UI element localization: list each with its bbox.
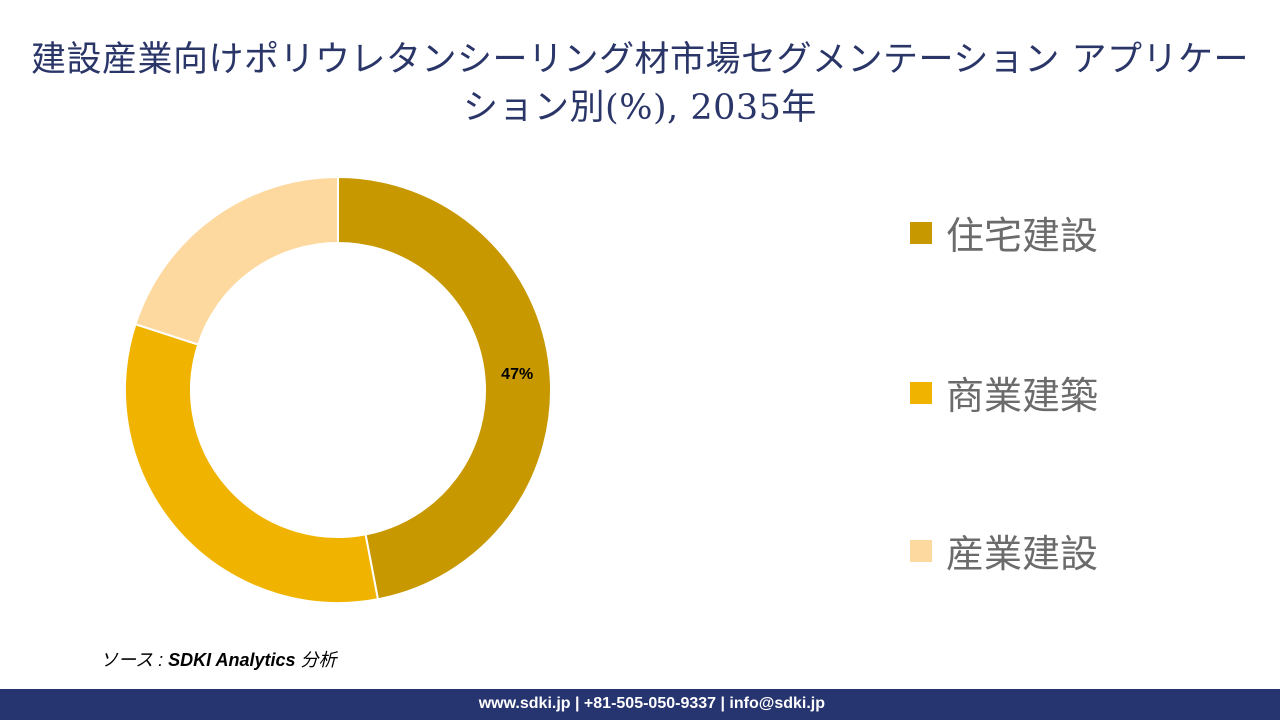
legend-label: 住宅建設 — [946, 214, 1099, 258]
legend-label: 産業建設 — [946, 532, 1099, 576]
legend-swatch — [910, 221, 932, 244]
legend-item-residential: 住宅建設 — [910, 205, 1098, 260]
donut-slice-2 — [134, 175, 339, 346]
footer-contact: www.sdki.jp | +81-505-050-9337 | info@sd… — [478, 695, 825, 712]
legend-label: 商業建築 — [946, 374, 1099, 418]
donut-slice-0 — [337, 175, 552, 601]
donut-chart: 47% — [124, 175, 552, 604]
legend-swatch — [910, 539, 932, 562]
legend-item-commercial: 商業建築 — [910, 365, 1098, 420]
source-prefix: ソース : — [100, 650, 169, 670]
source-note: ソース : SDKI Analytics 分析 — [100, 646, 337, 672]
chart-title: 建設産業向けポリウレタンシーリング材市場セグメンテーション アプリケーション別(… — [31, 40, 1249, 128]
source-suffix: 分析 — [295, 650, 337, 670]
legend-item-industrial: 産業建設 — [910, 523, 1098, 578]
donut-slice-1 — [124, 322, 380, 604]
source-name: SDKI Analytics — [168, 650, 296, 670]
footer-bar: www.sdki.jp | +81-505-050-9337 | info@sd… — [0, 689, 1280, 720]
data-label: 47% — [501, 366, 533, 383]
legend-swatch — [910, 381, 932, 404]
